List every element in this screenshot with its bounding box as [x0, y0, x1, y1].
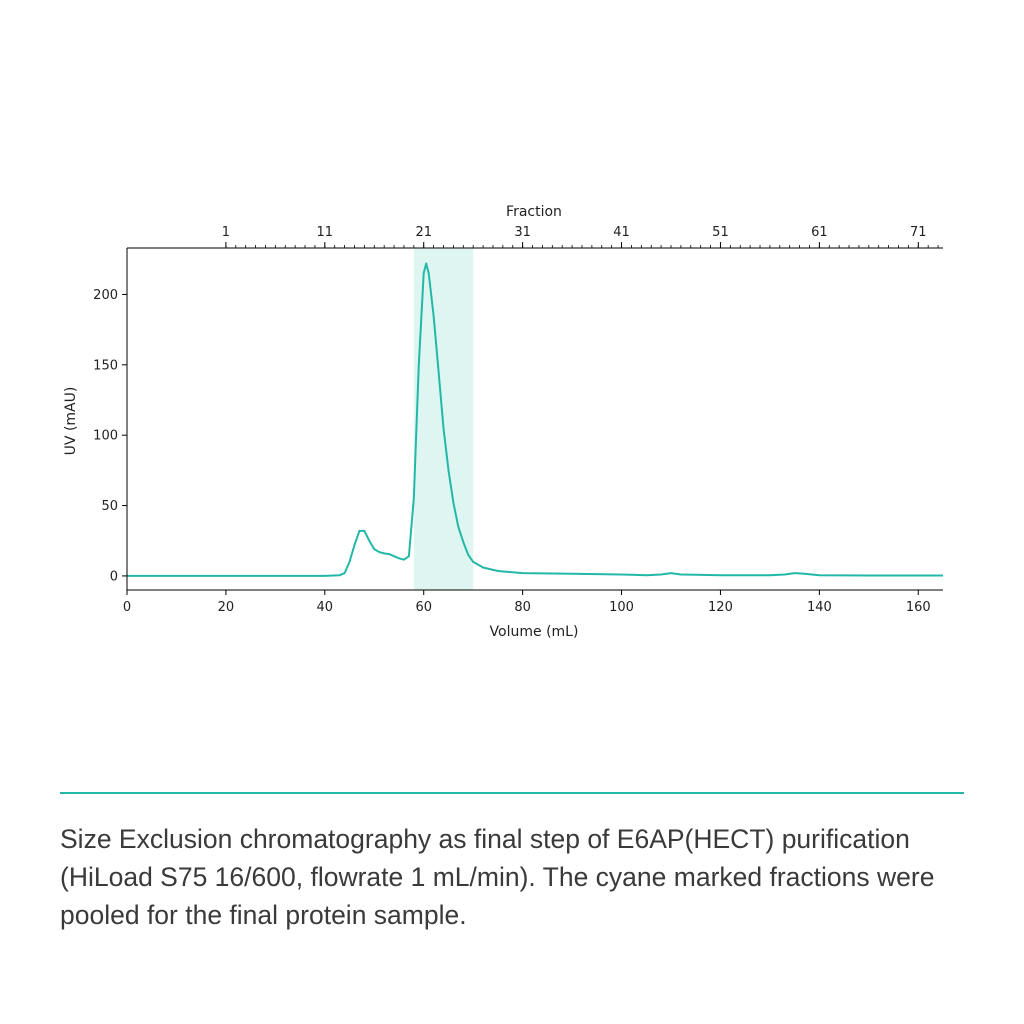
y-axis-label: UV (mAU) — [63, 387, 79, 456]
x-tick-label: 160 — [906, 600, 931, 615]
y-tick-label: 150 — [93, 358, 118, 373]
y-tick-label: 200 — [93, 288, 118, 303]
fraction-tick-label: 61 — [811, 225, 828, 240]
fraction-tick-label: 51 — [712, 225, 729, 240]
fraction-tick-label: 11 — [317, 225, 334, 240]
x-axis-label: Volume (mL) — [490, 624, 579, 640]
x-tick-label: 40 — [317, 600, 334, 615]
fraction-tick-label: 21 — [415, 225, 432, 240]
x-tick-label: 140 — [807, 600, 832, 615]
x-tick-label: 0 — [123, 600, 131, 615]
caption-divider — [60, 792, 964, 794]
uv-trace-line — [127, 262, 943, 577]
fraction-tick-label: 1 — [222, 225, 230, 240]
x-tick-label: 120 — [708, 600, 733, 615]
x-tick-label: 100 — [609, 600, 634, 615]
x-tick-label: 80 — [514, 600, 531, 615]
y-tick-label: 50 — [101, 499, 118, 514]
fraction-tick-label: 31 — [514, 225, 531, 240]
x-tick-label: 20 — [218, 600, 235, 615]
y-tick-label: 0 — [110, 569, 118, 584]
fraction-axis-label: Fraction — [506, 204, 562, 220]
figure-caption: Size Exclusion chromatography as final s… — [60, 824, 935, 930]
fraction-tick-label: 41 — [613, 225, 630, 240]
y-tick-label: 100 — [93, 429, 118, 444]
x-tick-label: 60 — [415, 600, 432, 615]
fraction-tick-label: 71 — [910, 225, 927, 240]
